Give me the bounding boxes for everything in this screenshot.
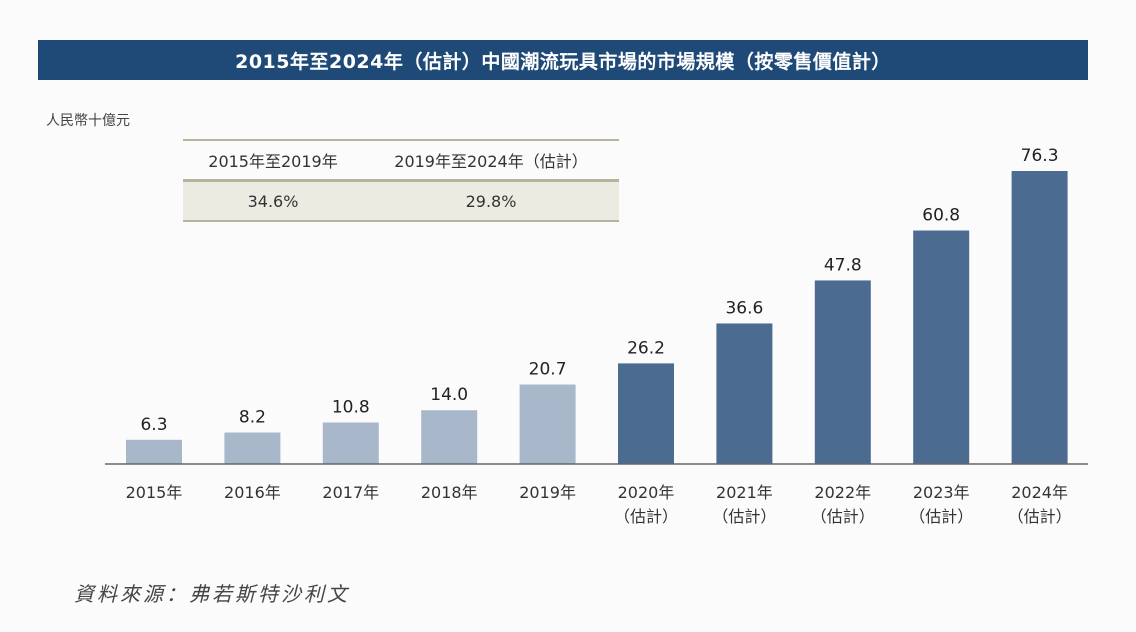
x-tick-label: （估計） (909, 507, 973, 526)
x-tick-label: 2023年 (913, 483, 970, 502)
x-tick-label: （估計） (712, 507, 776, 526)
cagr-value-row: 34.6% 29.8% (183, 179, 619, 222)
x-tick-label: 2022年 (814, 483, 871, 502)
x-tick-label: 2017年 (322, 483, 379, 502)
data-label: 6.3 (140, 415, 167, 435)
cagr-header: 2019年至2024年（估計） (394, 152, 588, 171)
cagr-table: 2015年至2019年 2019年至2024年（估計） 34.6% 29.8% (183, 139, 619, 222)
data-label: 20.7 (529, 360, 567, 380)
x-tick-label: 2019年 (519, 483, 576, 502)
bar (519, 384, 576, 464)
x-tick-label: 2021年 (716, 483, 773, 502)
data-label: 10.8 (332, 398, 370, 418)
bar (322, 422, 379, 464)
data-label: 8.2 (239, 408, 266, 428)
x-tick-label: 2016年 (224, 483, 281, 502)
x-tick-label: 2018年 (421, 483, 478, 502)
bar (716, 323, 773, 464)
bar (618, 363, 674, 464)
cagr-header: 2015年至2019年 (208, 152, 338, 171)
x-tick-label: （估計） (614, 507, 678, 526)
bar (224, 432, 281, 464)
x-tick-label: （估計） (811, 507, 875, 526)
bar (421, 410, 478, 464)
data-label: 76.3 (1021, 146, 1059, 166)
data-label: 26.2 (627, 338, 665, 358)
x-tick-label: 2015年 (126, 483, 183, 502)
data-label: 36.6 (725, 298, 763, 318)
data-label: 60.8 (922, 206, 960, 226)
data-label: 14.0 (430, 385, 468, 405)
y-axis-unit-label: 人民幣十億元 (46, 113, 130, 129)
bar (913, 230, 970, 464)
bar (126, 439, 182, 464)
chart-title: 2015年至2024年（估計）中國潮流玩具市場的市場規模（按零售價值計） (38, 40, 1088, 80)
bar (814, 280, 871, 464)
cagr-value: 29.8% (465, 191, 517, 211)
cagr-value: 34.6% (247, 191, 299, 211)
x-tick-label: （估計） (1008, 507, 1072, 526)
bar (1011, 171, 1068, 464)
x-tick-label: 2024年 (1011, 483, 1068, 502)
cagr-header-row: 2015年至2019年 2019年至2024年（估計） (183, 139, 619, 179)
data-label: 47.8 (824, 255, 862, 275)
x-tick-label: 2020年 (618, 483, 675, 502)
source-note: 資料來源：弗若斯特沙利文 (74, 582, 350, 606)
